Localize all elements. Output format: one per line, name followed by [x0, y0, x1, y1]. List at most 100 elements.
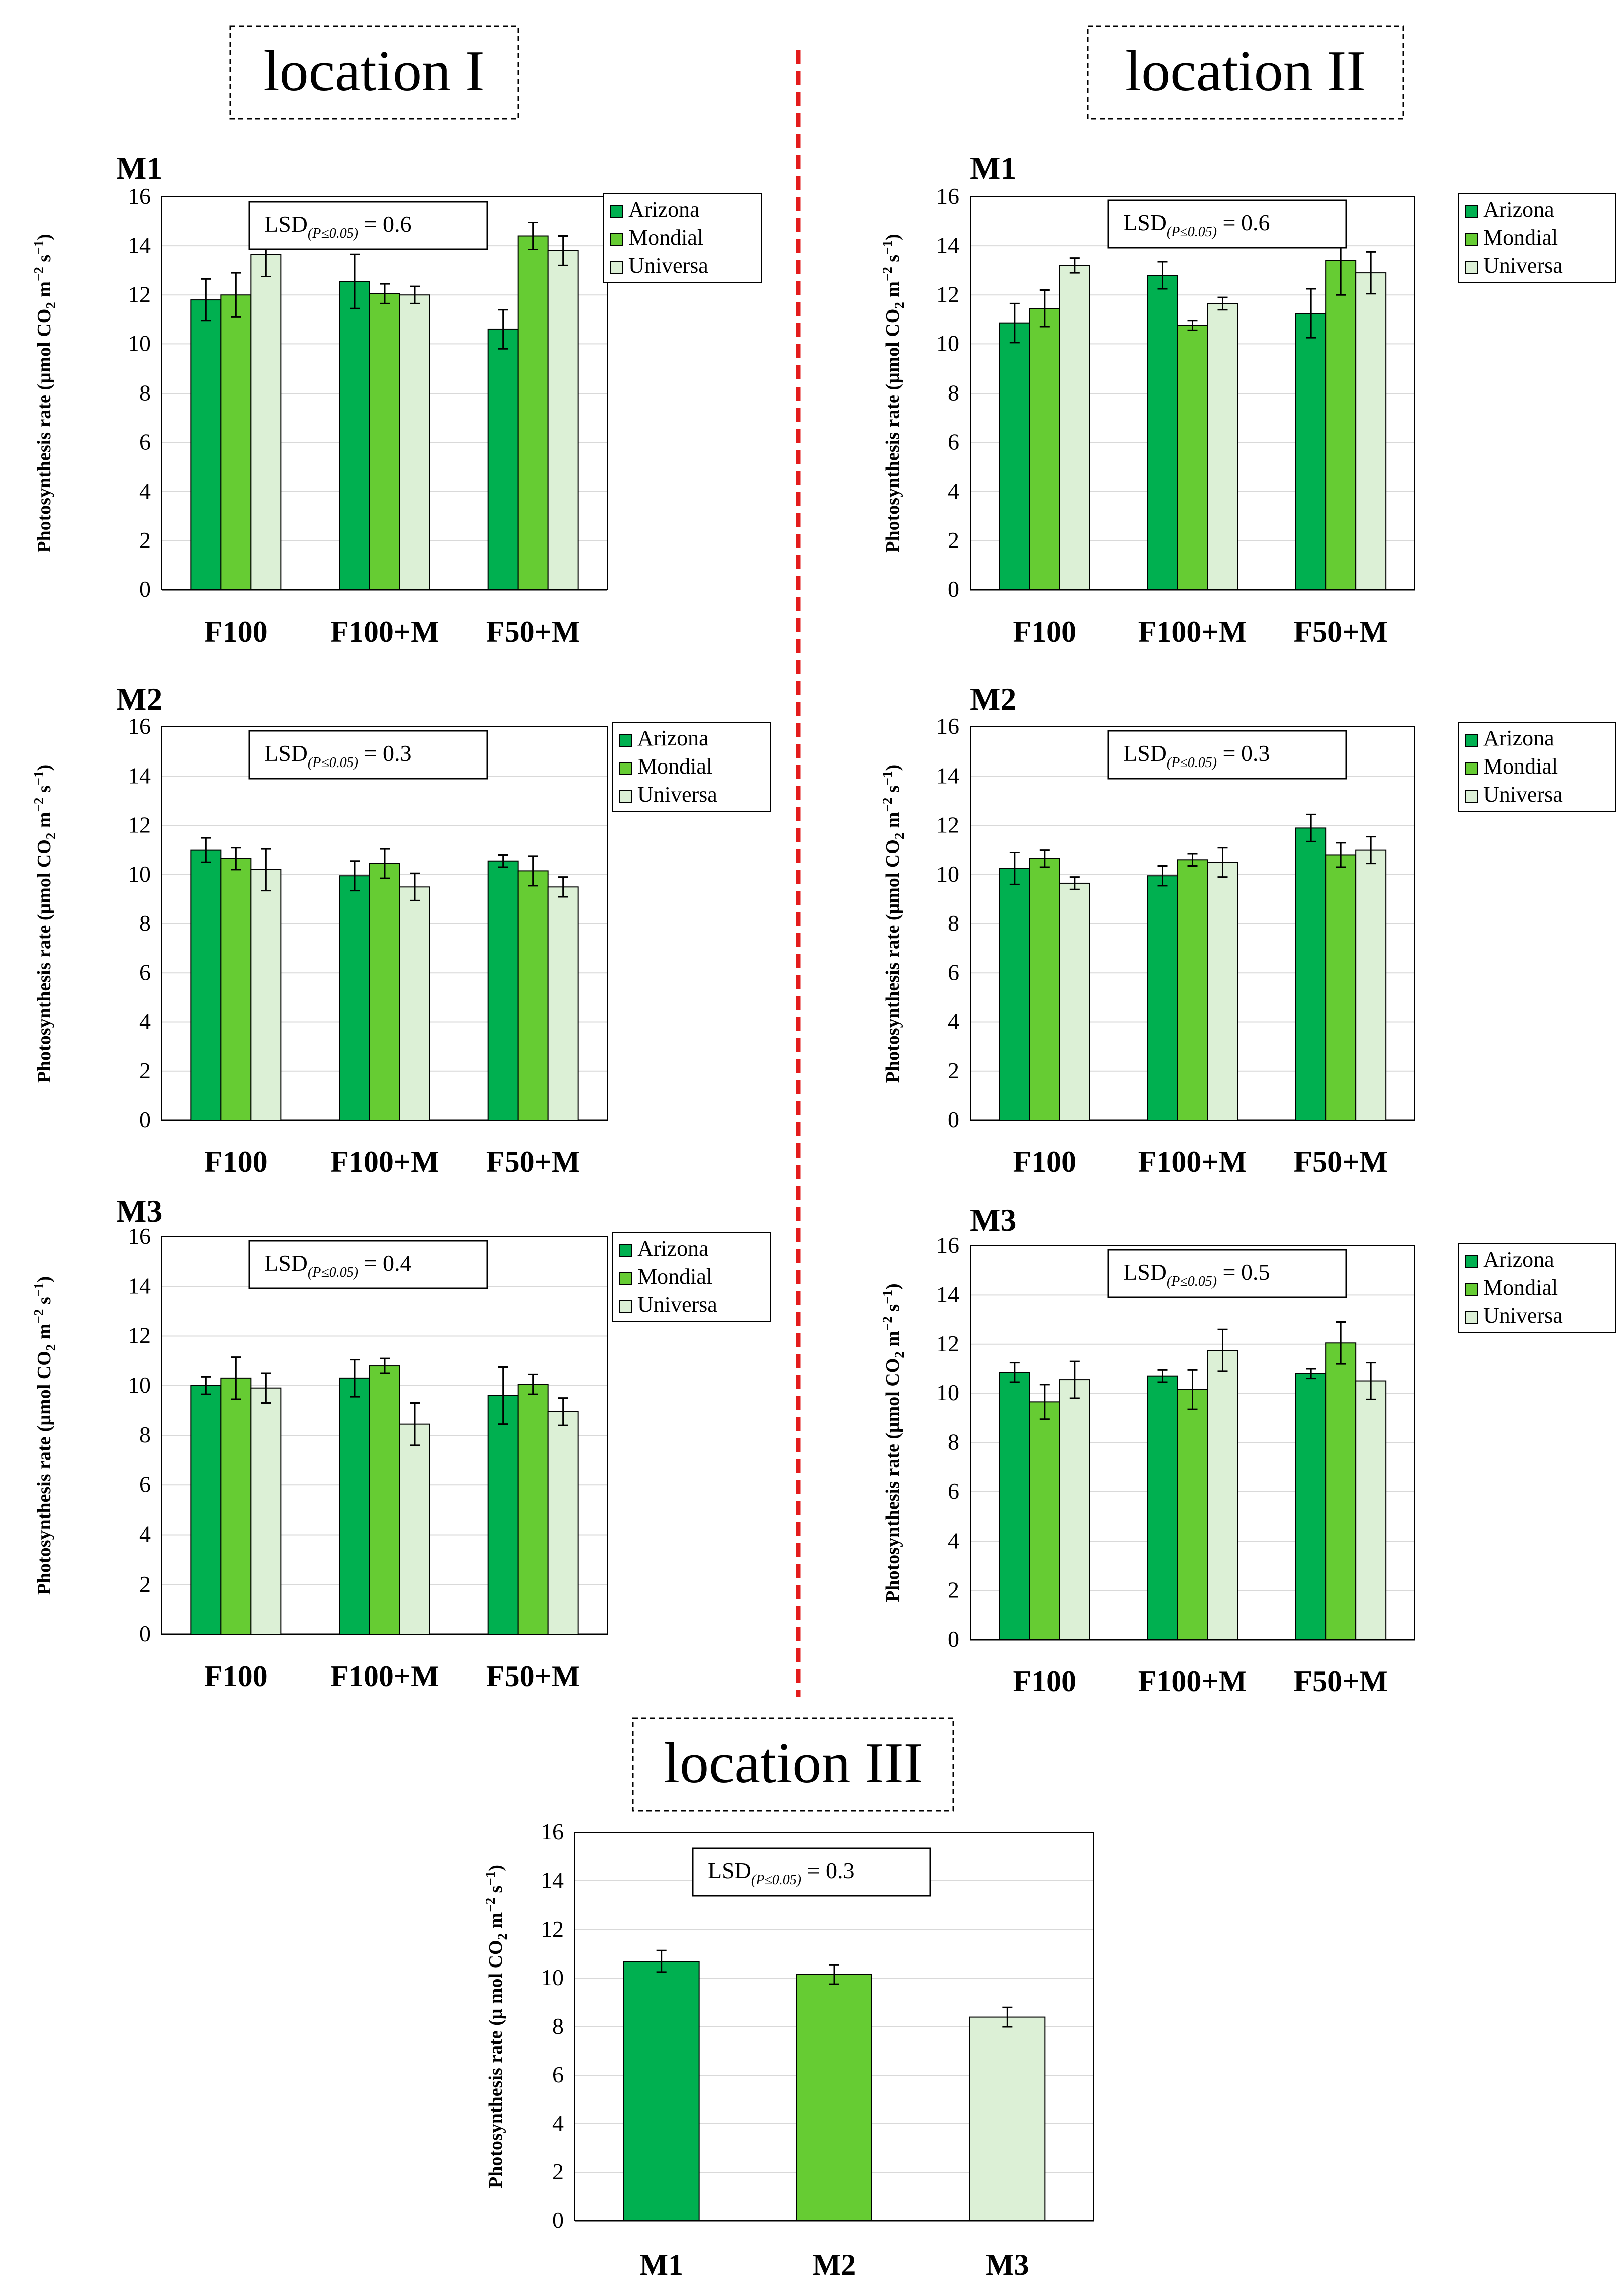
legend-swatch-mondial [1465, 762, 1478, 775]
x-category-label: F100 [204, 1145, 268, 1178]
bar-universa [250, 869, 282, 1121]
y-tick-label: 16 [128, 1223, 151, 1249]
y-tick-label: 6 [552, 2062, 564, 2087]
legend-swatch-universa [1465, 1311, 1478, 1324]
y-tick-label: 6 [948, 959, 959, 985]
bar-mondial [1029, 1401, 1060, 1640]
lsd-subscript: (P≤0.05) [308, 755, 358, 771]
legend-swatch-arizona [1465, 734, 1478, 747]
y-tick-label: 4 [139, 1521, 151, 1547]
y-axis-label-part: m [882, 812, 903, 833]
bar-universa [1207, 1350, 1238, 1640]
lsd-value: = 0.3 [1217, 740, 1270, 766]
bar-arizona [1295, 1373, 1327, 1640]
y-axis-label-part: Photosynthesis rate (μ mol CO [485, 1940, 506, 2188]
lsd-prefix: LSD [1123, 210, 1167, 235]
x-category-label: F100 [1013, 615, 1077, 648]
y-axis-label-part: s [34, 785, 55, 797]
y-tick-label: 6 [948, 429, 959, 455]
lsd-prefix: LSD [264, 1250, 308, 1276]
y-tick-label: 14 [128, 762, 151, 788]
y-axis-label-part: 2 [43, 833, 58, 840]
y-axis-label-part: Photosynthesis rate (μmol CO [882, 1358, 903, 1602]
bar-mondial [1325, 260, 1357, 590]
lsd-subscript: (P≤0.05) [308, 1265, 358, 1280]
y-axis-label-part: −1 [880, 1290, 895, 1304]
bar-mondial [517, 1384, 549, 1635]
y-axis-label-part: ) [34, 1276, 55, 1283]
y-tick-label: 14 [936, 762, 959, 788]
y-tick-label: 10 [128, 330, 151, 356]
y-axis-label: Photosynthesis rate (μmol CO2 m−2 s−1) [880, 234, 907, 552]
bar-mondial [1325, 1342, 1357, 1640]
y-axis-label-part: s [34, 1297, 55, 1309]
x-category-label: F100+M [1138, 615, 1247, 648]
bar-arizona [1295, 313, 1327, 590]
legend: Arizona Mondial Universa [612, 722, 771, 812]
location-title-3-text: location III [664, 1731, 923, 1795]
bar-universa [1059, 882, 1090, 1121]
bar-arizona [190, 849, 222, 1121]
bar-universa [1207, 862, 1238, 1121]
legend-label-universa: Universa [637, 1292, 717, 1317]
y-axis-label-part: 2 [892, 1351, 907, 1358]
bar-mondial [517, 235, 549, 590]
legend-label-arizona: Arizona [637, 726, 709, 750]
y-tick-label: 12 [541, 1916, 564, 1942]
y-tick-label: 2 [139, 527, 151, 553]
legend-label-mondial: Mondial [637, 1264, 712, 1289]
y-axis-label-part: −2 [483, 1898, 498, 1912]
y-tick-label: 10 [936, 330, 959, 356]
x-category-label: F50+M [486, 1145, 580, 1178]
y-axis-label: Photosynthesis rate (μmol CO2 m−2 s−1) [880, 764, 907, 1083]
legend-label-mondial: Mondial [1483, 1275, 1558, 1300]
lsd-subscript: (P≤0.05) [1167, 224, 1217, 240]
lsd-box [692, 1847, 931, 1897]
legend-label-arizona: Arizona [1483, 1247, 1554, 1272]
y-axis-label-part: −2 [880, 267, 895, 281]
bar-arizona [339, 281, 370, 590]
x-category-label: F100 [1013, 1145, 1077, 1178]
y-axis-label-part: m [485, 1912, 506, 1933]
legend-swatch-universa [619, 790, 632, 803]
lsd-box [248, 730, 488, 780]
bar-universa [547, 1411, 579, 1635]
y-axis-label: Photosynthesis rate (μmol CO2 m−2 s−1) [31, 1276, 58, 1595]
y-axis-label: Photosynthesis rate (μ mol CO2 m−2 s−1) [483, 1865, 510, 2188]
y-tick-label: 12 [936, 1331, 959, 1356]
bar-arizona [190, 299, 222, 590]
y-tick-label: 14 [541, 1867, 564, 1893]
y-axis-label-part: 2 [43, 302, 58, 309]
y-tick-label: 0 [552, 2207, 564, 2233]
bar-arizona [339, 875, 370, 1121]
bar-universa [1059, 265, 1090, 590]
y-tick-label: 8 [948, 1429, 959, 1455]
y-tick-label: 0 [948, 576, 959, 602]
lsd-subscript: (P≤0.05) [308, 226, 358, 241]
bar-arizona [999, 1372, 1030, 1641]
x-category-label: F50+M [1293, 615, 1387, 648]
bar-mondial [220, 858, 252, 1121]
legend-label-universa: Universa [1483, 1303, 1563, 1328]
y-axis-label-part: s [882, 1304, 903, 1316]
y-tick-label: 4 [139, 478, 151, 504]
bar-arizona [999, 868, 1030, 1121]
y-axis-label-part: s [882, 255, 903, 267]
legend-box [1458, 1243, 1616, 1333]
legend-label-mondial: Mondial [637, 754, 712, 779]
y-axis-label-part: −1 [880, 240, 895, 255]
y-tick-label: 6 [139, 429, 151, 455]
bar-arizona [487, 1395, 519, 1635]
y-tick-label: 12 [936, 281, 959, 307]
chart-panel-6: 0 2 4 6 8 10 12 14 16 M3 Photosynthesis rate (μmol… [880, 1202, 1616, 1698]
legend-swatch-mondial [1465, 233, 1478, 246]
y-tick-label: 10 [936, 861, 959, 887]
y-tick-label: 16 [128, 713, 151, 739]
legend-label-arizona: Arizona [1483, 726, 1554, 750]
y-tick-label: 0 [139, 1107, 151, 1132]
y-axis-label-part: −1 [31, 771, 46, 785]
bar-universa [399, 294, 430, 590]
legend-box [612, 722, 771, 812]
lsd-label: LSD(P≤0.05) = 0.5 [1123, 1259, 1270, 1289]
